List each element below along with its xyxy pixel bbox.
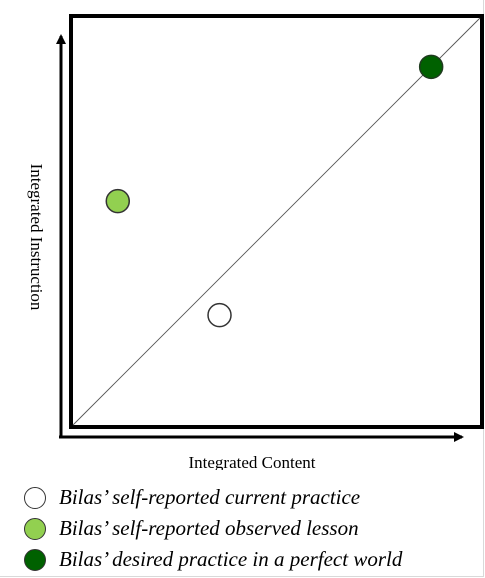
light-green-circle-icon [24,517,46,540]
point-desired [418,54,444,80]
plot-box [69,14,484,429]
legend-label-desired: Bilas’ desired practice in a perfect wor… [59,547,403,571]
point-observed [105,188,131,214]
legend-item-observed: Bilas’ self-reported observed lesson [24,513,480,544]
legend: Bilas’ self-reported current practice Bi… [24,482,480,575]
point-current [207,302,232,328]
x-axis-label: Integrated Content [189,453,316,470]
white-circle-icon [24,486,46,509]
points-layer [105,54,444,328]
legend-label-current: Bilas’ self-reported current practice [59,485,361,509]
y-axis-label: Integrated Instruction [27,164,46,311]
diagonal-line [72,17,481,426]
legend-item-current: Bilas’ self-reported current practice [24,482,480,513]
dark-green-circle-icon [24,548,46,571]
legend-label-observed: Bilas’ self-reported observed lesson [59,516,359,540]
legend-item-desired: Bilas’ desired practice in a perfect wor… [24,544,480,575]
diagram: Integrated Instruction Integrated Conten… [27,14,484,470]
